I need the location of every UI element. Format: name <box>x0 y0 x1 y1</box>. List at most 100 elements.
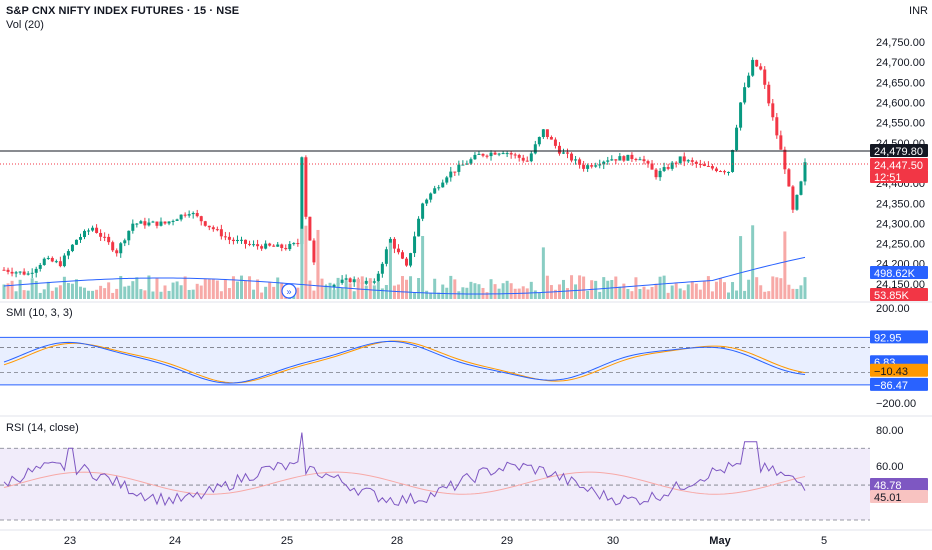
candle-body <box>429 193 433 200</box>
candle-body <box>179 214 183 220</box>
rsi-pane[interactable] <box>0 432 870 521</box>
candle-body <box>376 273 380 282</box>
volume-bar <box>38 292 42 299</box>
smi-signal-marker: −10.43 <box>874 366 908 378</box>
volume-bar <box>163 285 167 299</box>
volume-bar <box>304 225 308 299</box>
volume-bar <box>714 281 718 299</box>
candle-body <box>405 258 409 266</box>
candle-body <box>127 230 131 241</box>
volume-bar <box>364 285 368 299</box>
time-axis[interactable]: 23 24 25 28 29 30 May 5 <box>64 535 827 547</box>
volume-bar <box>372 285 376 299</box>
time-label: 24 <box>169 535 181 547</box>
volume-bar <box>425 290 429 299</box>
volume-bar <box>384 284 388 299</box>
candle-body <box>646 161 650 164</box>
candle-body <box>296 243 300 245</box>
candle-body <box>557 145 561 154</box>
volume-bar <box>561 279 565 299</box>
volume-bar <box>618 286 622 299</box>
candle-body <box>553 139 557 146</box>
candle-body <box>787 169 791 187</box>
volume-bar <box>755 277 759 299</box>
candle-body <box>618 156 622 161</box>
candle-body <box>135 223 139 225</box>
candle-body <box>123 240 127 244</box>
candle-body <box>529 153 533 162</box>
candle-body <box>751 59 755 76</box>
price-axis[interactable]: 24,750.00 24,700.00 24,650.00 24,600.00 24,5… <box>876 37 925 473</box>
candle-body <box>698 163 702 165</box>
volume-bar <box>95 289 99 299</box>
volume-bar <box>2 284 6 299</box>
volume-bar <box>14 291 18 299</box>
volume-bar <box>505 280 509 299</box>
candle-body <box>276 244 280 247</box>
candle-body <box>481 153 485 156</box>
smi-indicator-label[interactable]: SMI (10, 3, 3) <box>6 307 73 319</box>
candle-body <box>606 160 610 162</box>
volume-bar <box>743 290 747 299</box>
candle-body <box>457 164 461 172</box>
candle-body <box>78 237 82 240</box>
candle-body <box>779 135 783 150</box>
candle-body <box>203 221 207 226</box>
volume-bar <box>119 275 123 299</box>
candle-body <box>795 194 799 210</box>
volume-bar <box>368 278 372 299</box>
candle-body <box>465 163 469 165</box>
price-tick-label: 24,600.00 <box>876 98 925 110</box>
volume-bar <box>722 282 726 299</box>
volume-bar <box>521 286 525 299</box>
volume-bar <box>751 225 755 299</box>
candle-body <box>674 162 678 164</box>
smi-signal-line <box>3 340 806 384</box>
candle-body <box>533 144 537 154</box>
candle-body <box>288 243 292 250</box>
candle-body <box>119 243 123 254</box>
volume-bar <box>642 286 646 299</box>
candle-body <box>513 154 517 156</box>
volume-bar <box>183 276 187 299</box>
volume-bar <box>718 278 722 299</box>
candle-body <box>586 165 590 169</box>
volume-bar <box>694 283 698 299</box>
candle-body <box>686 160 690 162</box>
rsi-ma-line <box>3 471 806 495</box>
volume-indicator-label[interactable]: Vol (20) <box>6 19 44 31</box>
rsi-ma-marker: 45.01 <box>874 492 902 504</box>
price-pane[interactable] <box>0 57 870 293</box>
smi-pane[interactable] <box>0 336 870 386</box>
candle-body <box>264 243 268 249</box>
candle-body <box>775 117 779 136</box>
rsi-indicator-label[interactable]: RSI (14, close) <box>6 422 79 434</box>
time-label: 5 <box>821 535 827 547</box>
smi-tick-label: 200.00 <box>876 303 910 315</box>
candle-body <box>175 219 179 221</box>
volume-bar <box>650 287 654 299</box>
volume-bar <box>678 288 682 299</box>
candle-body <box>714 168 718 172</box>
volume-bar <box>239 275 243 299</box>
price-tick-label: 24,750.00 <box>876 37 925 49</box>
candle-body <box>223 236 227 238</box>
candle-body <box>626 154 630 161</box>
volume-bar <box>42 289 46 299</box>
candle-body <box>74 239 78 245</box>
candle-body <box>155 221 159 226</box>
candle-body <box>485 155 489 157</box>
candle-body <box>54 261 58 263</box>
volume-bar <box>203 278 207 299</box>
volume-bar <box>276 277 280 299</box>
candle-body <box>666 167 670 169</box>
volume-bar <box>6 283 10 299</box>
candle-body <box>42 258 46 265</box>
volume-bar <box>400 276 404 299</box>
volume-bar <box>30 278 34 299</box>
volume-bar <box>296 287 300 299</box>
volume-bar <box>501 283 505 299</box>
candle-body <box>239 239 243 241</box>
candle-body <box>163 221 167 224</box>
